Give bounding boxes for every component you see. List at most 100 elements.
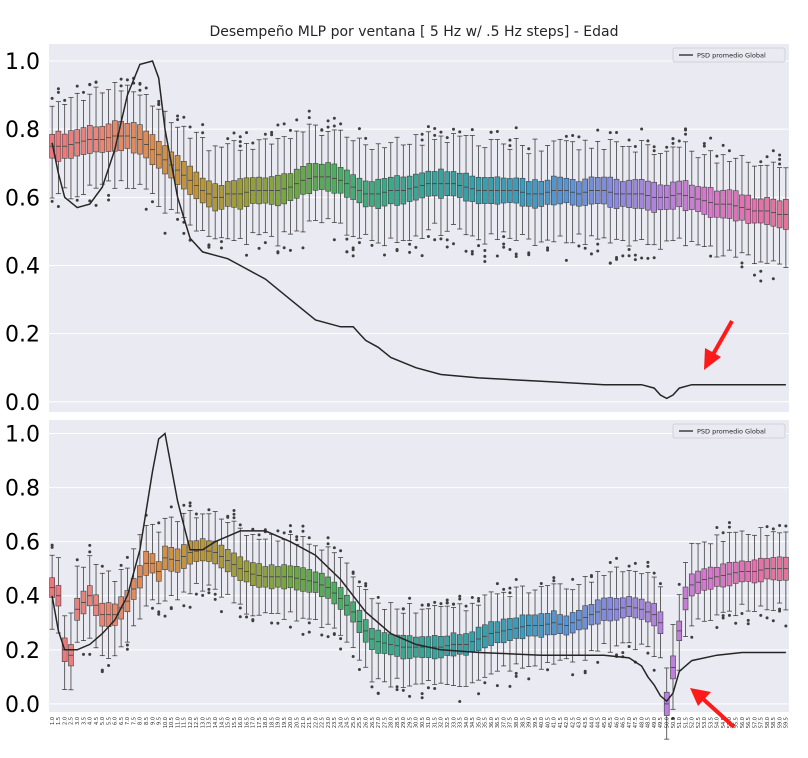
outlier-point	[608, 261, 612, 265]
red-arrow-bottom-head	[690, 688, 711, 706]
outlier-point	[709, 254, 713, 258]
x-tick-label: 38.0	[514, 717, 520, 728]
outlier-point	[646, 651, 650, 655]
outlier-point	[426, 235, 430, 239]
outlier-point	[746, 622, 750, 626]
outlier-point	[483, 249, 487, 253]
outlier-point	[721, 616, 725, 620]
x-tick-label: 18.5	[269, 717, 275, 728]
outlier-point	[226, 137, 230, 141]
x-tick-label: 48.0	[639, 717, 645, 728]
outlier-point	[470, 249, 474, 253]
x-tick-labels: 1.0 1.5 2.0 2.5 3.0 3.5 4.0 4.5 5.0 5.5 6.0 6.5 7.0 7…	[50, 717, 790, 728]
x-tick-label: 13.0	[200, 717, 206, 728]
outlier-point	[401, 607, 405, 611]
outlier-point	[709, 136, 713, 140]
outlier-point	[414, 245, 418, 249]
outlier-point	[307, 621, 311, 625]
outlier-point	[157, 103, 161, 107]
x-tick-label: 45.0	[602, 717, 608, 728]
outlier-point	[238, 523, 242, 527]
x-tick-label: 41.0	[552, 717, 558, 728]
outlier-point	[207, 591, 211, 595]
outlier-point	[401, 688, 405, 692]
outlier-point	[445, 238, 449, 242]
boxes-group	[49, 76, 789, 283]
x-tick-label: 57.5	[759, 717, 765, 728]
outlier-point	[646, 139, 650, 143]
outlier-point	[439, 602, 443, 606]
outlier-point	[759, 613, 763, 617]
outlier-point	[56, 90, 60, 94]
outlier-point	[326, 542, 330, 546]
x-tick-label: 27.5	[382, 717, 388, 728]
outlier-point	[125, 647, 129, 651]
x-tick-label: 24.0	[338, 717, 344, 728]
outlier-point	[364, 584, 368, 588]
outlier-point	[56, 87, 60, 91]
outlier-point	[445, 245, 449, 249]
x-tick-label: 54.0	[715, 717, 721, 728]
x-tick-label: 52.5	[696, 717, 702, 728]
outlier-point	[646, 560, 650, 564]
outlier-point	[238, 144, 242, 148]
outlier-point	[702, 144, 706, 148]
outlier-point	[753, 273, 757, 277]
x-tick-label: 14.5	[219, 717, 225, 728]
x-tick-label: 19.5	[282, 717, 288, 728]
outlier-point	[646, 564, 650, 568]
outlier-point	[671, 716, 675, 720]
outlier-point	[778, 607, 782, 611]
x-tick-label: 31.0	[426, 717, 432, 728]
outlier-point	[652, 149, 656, 153]
y-tick-label: 0.8	[5, 477, 40, 502]
outlier-point	[765, 616, 769, 620]
outlier-point	[439, 130, 443, 134]
outlier-point	[238, 615, 242, 619]
outlier-point	[163, 231, 167, 235]
outlier-point	[213, 592, 217, 596]
outlier-point	[577, 244, 581, 248]
outlier-point	[571, 577, 575, 581]
outlier-point	[495, 684, 499, 688]
outlier-point	[144, 86, 148, 90]
outlier-point	[144, 207, 148, 211]
outlier-point	[690, 635, 694, 639]
outlier-point	[420, 254, 424, 258]
outlier-point	[326, 635, 330, 639]
x-tick-label: 5.5	[106, 717, 112, 725]
legend-label: PSD promedio Global	[697, 428, 766, 436]
outlier-point	[433, 600, 437, 604]
x-tick-label: 26.0	[364, 717, 370, 728]
outlier-point	[157, 612, 161, 616]
x-tick-label: 20.5	[295, 717, 301, 728]
outlier-point	[633, 561, 637, 565]
outlier-point	[596, 660, 600, 664]
outlier-point	[508, 586, 512, 590]
outlier-point	[307, 536, 311, 540]
outlier-point	[640, 256, 644, 260]
boxes-group	[49, 501, 789, 740]
x-tick-label: 14.0	[213, 717, 219, 728]
outlier-point	[589, 573, 593, 577]
red-arrow-top-shaft	[709, 320, 734, 359]
outlier-point	[207, 245, 211, 249]
outlier-point	[596, 249, 600, 253]
outlier-point	[633, 253, 637, 257]
outlier-point	[652, 145, 656, 149]
outlier-point	[546, 246, 550, 250]
x-tick-label: 48.5	[646, 717, 652, 728]
outlier-point	[81, 90, 85, 94]
x-tick-label: 12.5	[194, 717, 200, 728]
outlier-point	[94, 203, 98, 207]
x-tick-label: 36.0	[489, 717, 495, 728]
outlier-point	[508, 247, 512, 251]
outlier-point	[364, 136, 368, 140]
outlier-point	[339, 647, 343, 651]
outlier-point	[627, 138, 631, 142]
y-tick-label: 0.6	[5, 531, 40, 556]
outlier-point	[351, 248, 355, 252]
x-tick-label: 39.5	[533, 717, 539, 728]
x-tick-label: 30.0	[414, 717, 420, 728]
outlier-point	[81, 652, 85, 656]
